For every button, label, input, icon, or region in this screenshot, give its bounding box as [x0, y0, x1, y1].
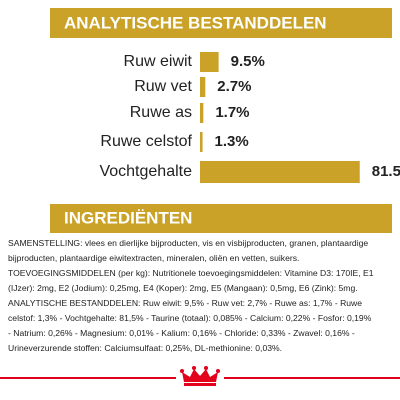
- ingredient-line: bijproducten, plantaardige eiwitextracte…: [8, 253, 299, 263]
- value-label: 1.7%: [215, 104, 249, 121]
- bar: [200, 161, 360, 183]
- nutrient-label: Vochtgehalte: [99, 163, 192, 180]
- bar: [200, 77, 206, 97]
- ingredient-line: celstof: 1,3% - Vochtgehalte: 81,5% - Ta…: [8, 313, 372, 323]
- value-label: 1.3%: [215, 133, 249, 150]
- ingredient-line: ANALYTISCHE BESTANDDELEN: Ruw eiwit: 9,5…: [8, 298, 362, 308]
- ingredient-line: SAMENSTELLING: vlees en dierlijke bijpro…: [8, 238, 368, 248]
- nutrient-label: Ruw eiwit: [124, 53, 193, 70]
- ingredients-text: SAMENSTELLING: vlees en dierlijke bijpro…: [8, 238, 374, 353]
- value-label: 2.7%: [217, 78, 251, 95]
- ingredient-line: (IJzer): 2mg, E2 (Jodium): 0,25mg, E4 (K…: [8, 283, 358, 293]
- nutrient-label: Ruwe celstof: [100, 133, 192, 150]
- value-label: 9.5%: [231, 53, 265, 70]
- analysis-header-bg: [50, 8, 392, 38]
- ingredients-title: INGREDIËNTEN: [64, 208, 192, 227]
- value-label: 81.5%: [372, 163, 400, 180]
- ingredients-header-bg: [50, 204, 392, 233]
- ingredient-line: - Natrium: 0,26% - Magnesium: 0,01% - Ka…: [8, 328, 355, 338]
- crown-logo: [180, 366, 220, 386]
- nutrient-label: Ruw vet: [134, 78, 192, 95]
- ingredient-line: Urineverzurende stoffen: Calciumsulfaat:…: [8, 343, 282, 353]
- bar: [200, 103, 204, 123]
- nutrient-label: Ruwe as: [130, 104, 192, 121]
- analysis-title: ANALYTISCHE BESTANDDELEN: [64, 13, 327, 32]
- bar: [200, 132, 203, 152]
- bar: [200, 52, 219, 72]
- ingredient-line: TOEVOEGINGSMIDDELEN (per kg): Nutritione…: [8, 268, 374, 278]
